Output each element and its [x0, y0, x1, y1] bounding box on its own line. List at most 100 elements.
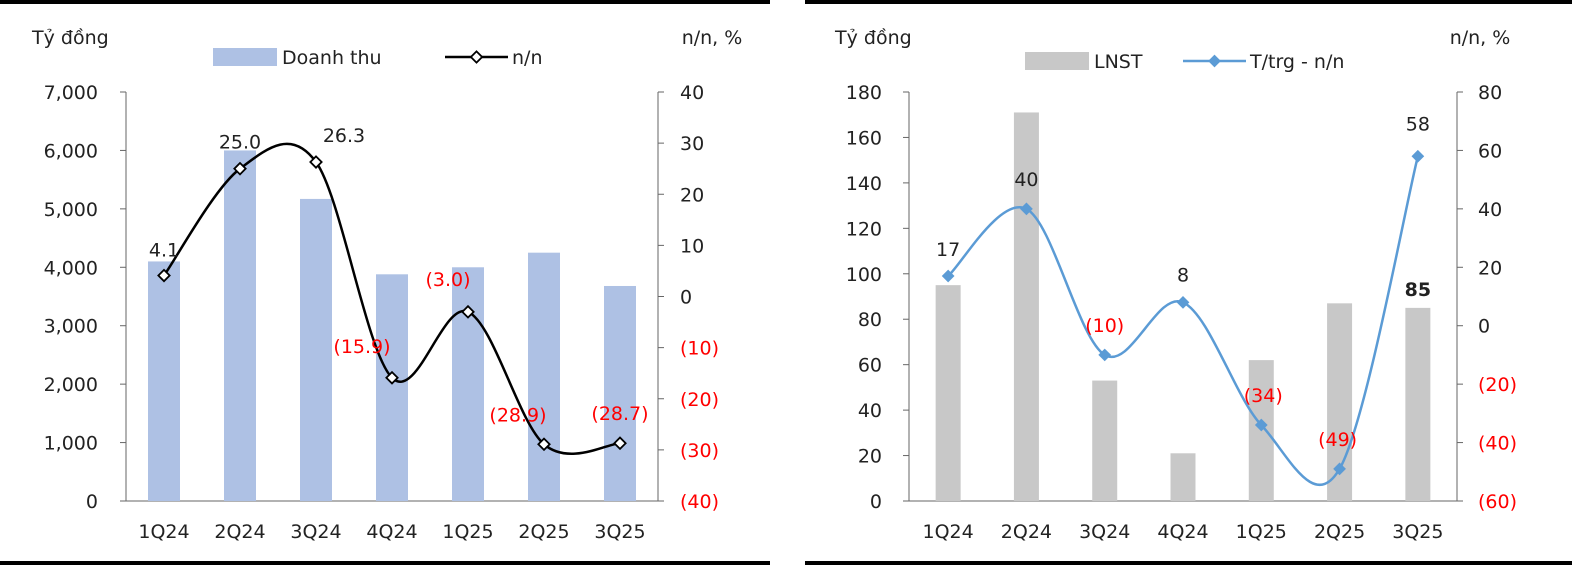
- chart1-line-marker: [385, 370, 399, 385]
- chart1-legend-line-marker: [469, 50, 484, 64]
- chart2-left-tick-label: 20: [858, 446, 882, 468]
- chart1-line-marker: [157, 268, 171, 283]
- chart2-left-tick-label: 160: [846, 127, 882, 149]
- chart1-legend-bar-swatch: [213, 48, 277, 66]
- chart2-line-marker: [1411, 149, 1425, 163]
- chart1-left-tick-label: 2,000: [44, 374, 98, 396]
- chart2-line-data-label: 40: [1014, 169, 1038, 191]
- chart1-bar-3Q25: [604, 285, 636, 501]
- chart1-top-rule: [0, 0, 770, 4]
- chart1-right-tick-label: 40: [680, 82, 704, 104]
- chart2-left-tick-label: 120: [846, 218, 882, 240]
- chart1-line-data-label: (28.7): [591, 403, 648, 425]
- chart1-x-tick-label: 4Q24: [366, 521, 417, 543]
- chart2-left-tick-label: 0: [870, 491, 882, 513]
- chart2-line-marker: [1176, 295, 1190, 309]
- chart1-right-tick-label: (30): [680, 440, 719, 462]
- chart1-left-tick-label: 6,000: [44, 140, 98, 162]
- chart1-left-tick-label: 5,000: [44, 199, 98, 221]
- chart1-left-tick-label: 3,000: [44, 316, 98, 338]
- chart2-legend-bar-label: LNST: [1094, 51, 1143, 73]
- chart1-right-tick-label: 10: [680, 235, 704, 257]
- chart2-legend-line-marker: [1208, 54, 1221, 68]
- chart2-right-tick-label: 0: [1478, 316, 1490, 338]
- chart1-x-tick-label: 3Q24: [290, 521, 341, 543]
- chart1-line-marker: [537, 437, 551, 452]
- chart1-line-data-label: 26.3: [323, 125, 365, 147]
- chart2-left-tick-label: 180: [846, 82, 882, 104]
- chart1-right-tick-label: 0: [680, 287, 692, 309]
- chart2-left-tick-label: 60: [858, 355, 882, 377]
- chart1-x-tick-label: 2Q24: [214, 521, 265, 543]
- chart1-x-tick-label: 2Q25: [518, 521, 569, 543]
- chart2-left-tick-label: 140: [846, 173, 882, 195]
- chart2-x-tick-label: 1Q25: [1236, 521, 1287, 543]
- chart1-left-tick-label: 1,000: [44, 433, 98, 455]
- chart2-bar-2Q24: [1013, 112, 1039, 501]
- chart2-bar-3Q25: [1405, 307, 1431, 501]
- chart2-line-data-label: (49): [1318, 429, 1357, 451]
- chart1-bar-2Q24: [224, 150, 256, 501]
- chart2-left-tick-label: 80: [858, 309, 882, 331]
- chart1-right-axis-title: n/n, %: [682, 27, 743, 49]
- chart1-left-tick-label: 7,000: [44, 82, 98, 104]
- chart1-bar-3Q24: [300, 198, 332, 501]
- chart1-line-data-label: 4.1: [149, 240, 179, 262]
- chart1-bar-4Q24: [376, 274, 408, 501]
- chart1-right-tick-label: 30: [680, 133, 704, 155]
- chart1-bottom-rule: [0, 561, 770, 565]
- chart1-right-tick-label: (40): [680, 491, 719, 513]
- chart1-left-tick-label: 0: [86, 491, 98, 513]
- chart2-line-series: [947, 155, 1420, 486]
- chart2-right-tick-label: 20: [1478, 257, 1502, 279]
- chart2-x-tick-label: 3Q25: [1392, 521, 1443, 543]
- chart2-x-tick-label: 4Q24: [1157, 521, 1208, 543]
- chart2-bar-data-label: 85: [1405, 279, 1431, 301]
- chart1-line-marker: [461, 304, 475, 319]
- chart1-bar-2Q25: [528, 252, 560, 501]
- chart2-line-data-label: (34): [1244, 385, 1283, 407]
- chart1-line-data-label: 25.0: [219, 132, 261, 154]
- chart2-line-data-label: 8: [1177, 264, 1189, 286]
- chart1-bar-1Q25: [452, 267, 484, 501]
- chart1-x-tick-label: 3Q25: [594, 521, 645, 543]
- chart1-right-tick-label: (10): [680, 338, 719, 360]
- chart2-right-tick-label: (40): [1478, 433, 1517, 455]
- chart1-right-tick-label: (20): [680, 389, 719, 411]
- chart1-x-tick-label: 1Q24: [138, 521, 189, 543]
- chart2-legend-line-label: T/trg - n/n: [1249, 51, 1344, 73]
- chart1-line-marker: [613, 436, 627, 451]
- chart2-x-tick-label: 1Q24: [923, 521, 974, 543]
- chart2-right-axis-title: n/n, %: [1450, 27, 1511, 49]
- chart1-legend-line-label: n/n: [512, 47, 543, 69]
- chart2-x-tick-label: 2Q25: [1314, 521, 1365, 543]
- chart2-bar-4Q24: [1170, 453, 1196, 501]
- chart2-right-tick-label: (20): [1478, 374, 1517, 396]
- chart1-left-tick-label: 4,000: [44, 257, 98, 279]
- chart2-legend-bar-swatch: [1025, 52, 1089, 70]
- chart2-right-tick-label: 80: [1478, 82, 1502, 104]
- chart1-line-data-label: (15.9): [333, 336, 390, 358]
- chart2-left-tick-label: 100: [846, 264, 882, 286]
- chart2-x-tick-label: 3Q24: [1079, 521, 1130, 543]
- chart2-line-data-label: 58: [1406, 113, 1430, 135]
- chart2-bar-1Q24: [935, 285, 961, 501]
- chart1-line-marker: [233, 161, 247, 176]
- chart2-line-data-label: (10): [1085, 315, 1124, 337]
- chart2-right-tick-label: 60: [1478, 140, 1502, 162]
- chart1-line-marker: [309, 155, 323, 169]
- chart2-line-data-label: 17: [936, 239, 960, 261]
- chart1-bar-1Q24: [148, 261, 180, 501]
- chart1-right-tick-label: 20: [680, 184, 704, 206]
- chart1-line-data-label: (28.9): [489, 404, 546, 426]
- chart1-left-axis-title: Tỷ đồng: [31, 27, 109, 49]
- chart1-x-tick-label: 1Q25: [442, 521, 493, 543]
- chart1-legend-bar-label: Doanh thu: [282, 47, 382, 69]
- chart2-right-tick-label: (60): [1478, 491, 1517, 513]
- chart2-left-axis-title: Tỷ đồng: [834, 27, 912, 49]
- chart2-bar-3Q24: [1092, 380, 1118, 501]
- chart2-x-tick-label: 2Q24: [1001, 521, 1052, 543]
- chart2-bottom-rule: [805, 561, 1572, 565]
